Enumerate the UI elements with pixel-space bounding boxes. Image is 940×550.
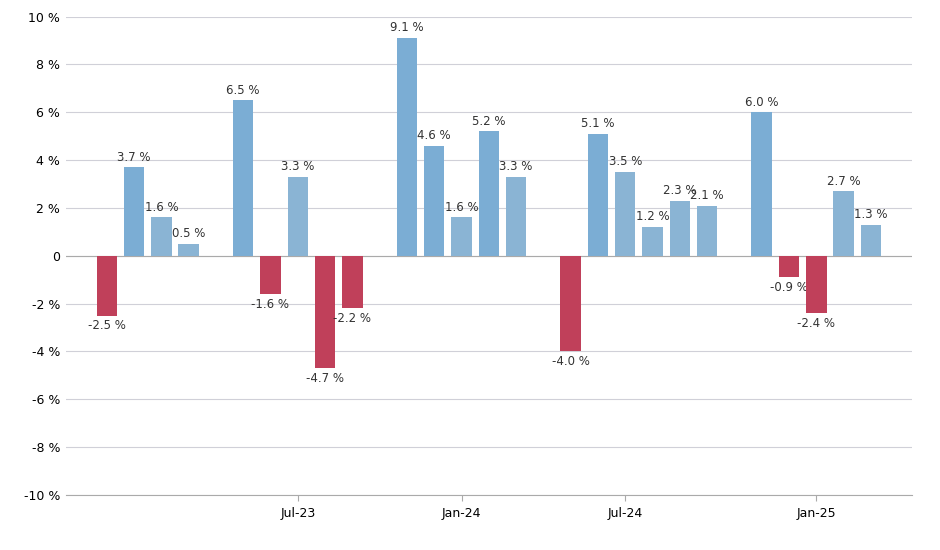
Bar [588, 134, 608, 256]
Bar [424, 146, 445, 256]
Bar [288, 177, 308, 256]
Text: -2.4 %: -2.4 % [797, 317, 836, 330]
Bar [834, 191, 854, 256]
Bar [669, 201, 690, 256]
Text: 9.1 %: 9.1 % [390, 21, 424, 35]
Text: -4.7 %: -4.7 % [306, 372, 344, 385]
Bar [478, 131, 499, 256]
Text: 5.2 %: 5.2 % [472, 115, 506, 128]
Text: 0.5 %: 0.5 % [172, 227, 205, 240]
Bar [151, 217, 172, 256]
Text: 2.1 %: 2.1 % [690, 189, 724, 202]
Bar [751, 112, 772, 256]
Text: -2.2 %: -2.2 % [334, 312, 371, 325]
Text: 4.6 %: 4.6 % [417, 129, 451, 142]
Bar [642, 227, 663, 256]
Text: -4.0 %: -4.0 % [552, 355, 589, 368]
Text: 3.3 %: 3.3 % [499, 160, 533, 173]
Bar [124, 167, 144, 256]
Text: 6.0 %: 6.0 % [745, 96, 778, 108]
Text: 2.3 %: 2.3 % [663, 184, 697, 197]
Bar [697, 206, 717, 256]
Text: -2.5 %: -2.5 % [87, 319, 126, 332]
Bar [342, 256, 363, 309]
Text: 1.6 %: 1.6 % [445, 201, 478, 214]
Text: 5.1 %: 5.1 % [581, 117, 615, 130]
Text: 1.6 %: 1.6 % [145, 201, 178, 214]
Bar [778, 256, 799, 277]
Text: 1.3 %: 1.3 % [854, 208, 887, 221]
Text: 3.3 %: 3.3 % [281, 160, 315, 173]
Text: 1.2 %: 1.2 % [635, 211, 669, 223]
Bar [451, 217, 472, 256]
Text: 3.7 %: 3.7 % [118, 151, 150, 164]
Bar [260, 256, 281, 294]
Bar [97, 256, 117, 316]
Bar [506, 177, 526, 256]
Bar [233, 100, 254, 256]
Bar [806, 256, 826, 313]
Bar [861, 224, 881, 256]
Bar [560, 256, 581, 351]
Text: -0.9 %: -0.9 % [770, 281, 808, 294]
Text: -1.6 %: -1.6 % [252, 298, 290, 311]
Bar [179, 244, 199, 256]
Text: 3.5 %: 3.5 % [608, 156, 642, 168]
Bar [315, 256, 336, 368]
Text: 6.5 %: 6.5 % [227, 84, 260, 97]
Bar [615, 172, 635, 256]
Text: 2.7 %: 2.7 % [827, 174, 860, 188]
Bar [397, 38, 417, 256]
